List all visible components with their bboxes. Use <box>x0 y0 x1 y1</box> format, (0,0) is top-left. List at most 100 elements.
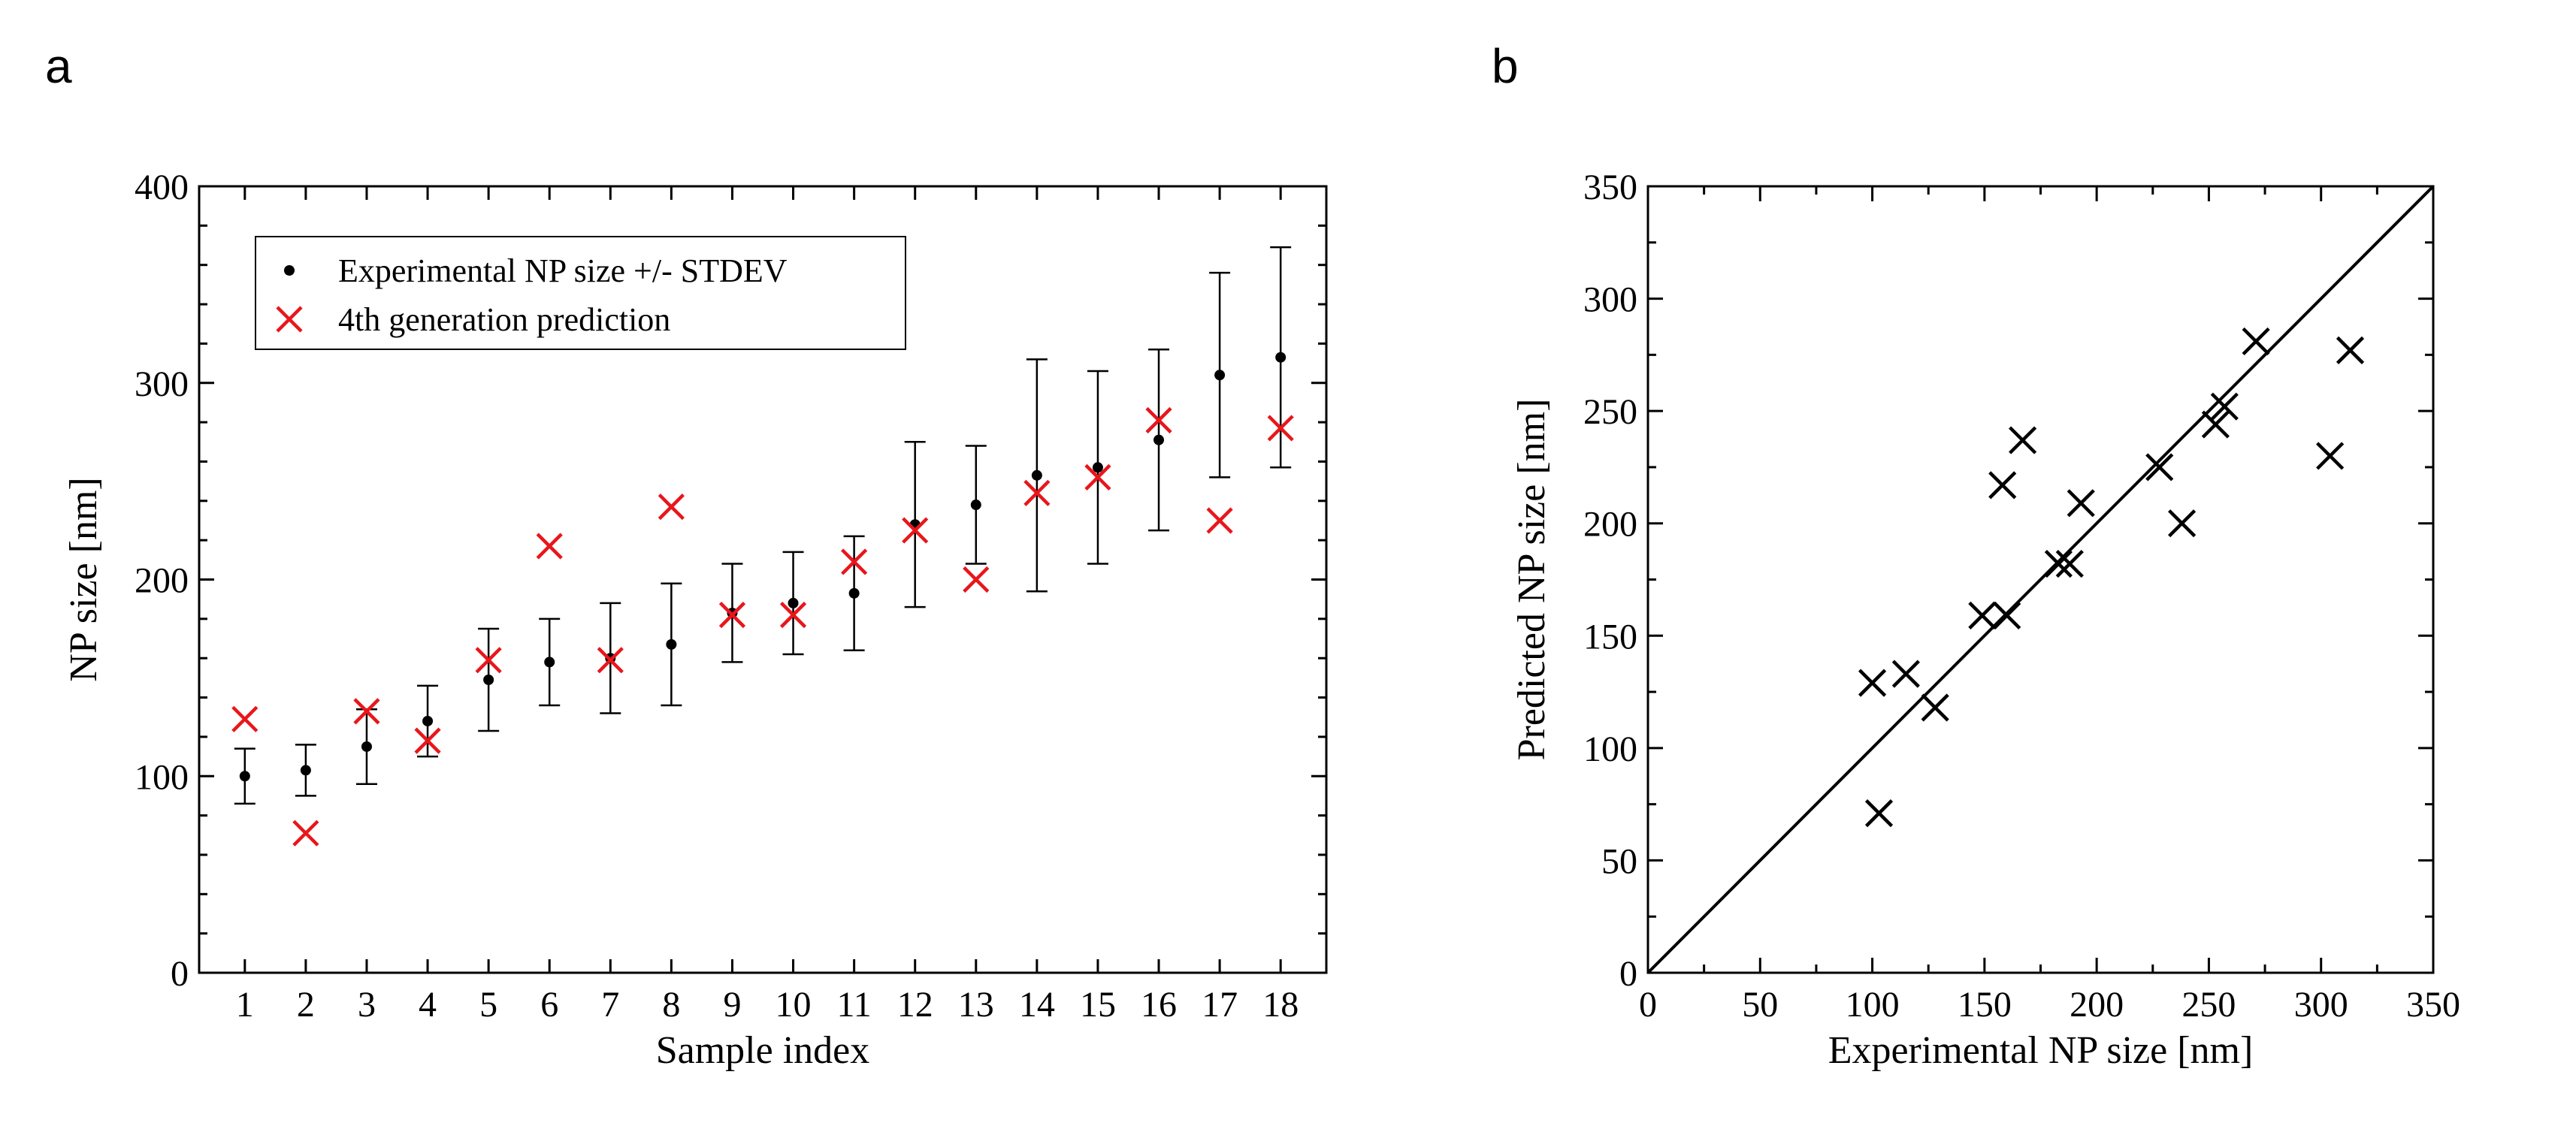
chart-a-legend-x-marker <box>276 306 303 333</box>
chart-a-x-tick-label: 17 <box>1202 985 1238 1025</box>
chart-b-y-tick-label: 200 <box>1583 505 1637 545</box>
chart-b-y-tick-label: 0 <box>1619 954 1637 994</box>
chart-a-prediction-marker-stroke-2 <box>902 517 929 544</box>
chart-b-data-point <box>2336 336 2365 364</box>
chart-a-y-tick-label: 300 <box>135 364 189 404</box>
chart-a-experimental-point <box>848 587 860 599</box>
chart-b-data-point-stroke-2 <box>2316 442 2345 470</box>
chart-b-data-point <box>1891 660 1920 688</box>
chart-b-data-point <box>1988 471 2017 500</box>
chart-a-legend-label-experimental: Experimental NP size +/- STDEV <box>338 252 788 289</box>
chart-a-x-tick-label: 15 <box>1080 985 1116 1025</box>
chart-a-x-tick-label: 4 <box>419 985 437 1025</box>
chart-b-data-point-stroke-2 <box>1858 669 1887 697</box>
chart-a-experimental-point <box>239 771 250 782</box>
chart-a-legend-x-stroke-2 <box>276 306 303 333</box>
panel-a-letter: a <box>45 39 72 93</box>
chart-b-data-point <box>2145 453 2174 481</box>
chart-b-data-point-stroke-2 <box>2210 392 2239 421</box>
chart-a-x-tick-label: 3 <box>358 985 376 1025</box>
chart-b-y-tick-label: 50 <box>1601 841 1637 881</box>
chart-a-legend-box <box>255 236 906 350</box>
chart-b-data-point-stroke-2 <box>2055 549 2084 578</box>
chart-b-data-point-stroke-2 <box>2145 453 2174 481</box>
chart-a-prediction-marker <box>902 517 929 544</box>
chart-b-series <box>1858 327 2365 828</box>
chart-b-y-tick-label: 300 <box>1583 280 1637 320</box>
chart-a-prediction-marker <box>779 602 807 629</box>
chart-b-data-point <box>1858 669 1887 697</box>
chart-a-y-axis-label: NP size [nm] <box>62 477 105 681</box>
chart-b-y-tick-label: 350 <box>1583 168 1637 207</box>
chart-b-data-point <box>2055 549 2084 578</box>
chart-b-data-point-stroke-2 <box>2168 509 2197 538</box>
chart-a-prediction-marker-stroke-2 <box>353 698 380 725</box>
chart-a-experimental-point <box>1275 352 1286 363</box>
chart-b-identity-line <box>1646 185 2435 974</box>
chart-b-data-point-stroke-2 <box>2201 410 2230 439</box>
chart-a-experimental-point <box>1214 370 1226 381</box>
chart-b-x-axis-label: Experimental NP size [nm] <box>1828 1029 2254 1072</box>
chart-b-data-point <box>1993 601 2021 629</box>
chart-a-x-tick-label: 12 <box>897 985 933 1025</box>
chart-a-prediction-marker <box>414 727 441 754</box>
chart-a-prediction-marker-stroke-2 <box>658 494 685 521</box>
chart-a-x-tick-label: 5 <box>479 985 497 1025</box>
chart-a-prediction-marker <box>231 705 259 732</box>
chart-a-x-tick-label: 13 <box>958 985 994 1025</box>
chart-a-prediction-marker-stroke-2 <box>231 705 259 732</box>
chart-a-legend-x <box>276 306 303 333</box>
chart-b-x-tick-label: 250 <box>2181 985 2236 1025</box>
chart-a-x-tick-label: 8 <box>662 985 680 1025</box>
chart-a-y-tick-label: 400 <box>135 168 189 207</box>
chart-a-y-tick-label: 0 <box>171 954 189 994</box>
chart-a-prediction-marker <box>292 820 319 847</box>
chart-b-y-tick-label: 150 <box>1583 617 1637 657</box>
chart-a-prediction-marker <box>475 647 502 674</box>
chart-a-x-tick-label: 7 <box>601 985 619 1025</box>
chart-b-data-point-stroke-2 <box>1993 601 2021 629</box>
chart-a-experimental-point <box>361 741 372 752</box>
chart-b-data-point-stroke-2 <box>2067 489 2095 518</box>
chart-b-data-point <box>2242 327 2270 355</box>
chart-a-prediction-marker-stroke-2 <box>1267 415 1294 442</box>
chart-a-prediction-marker-stroke-2 <box>1206 507 1233 534</box>
chart-a-prediction-marker <box>536 533 563 560</box>
chart-b-data-point-stroke-2 <box>1921 693 1949 722</box>
chart-a-x-tick-label: 14 <box>1019 985 1055 1025</box>
chart-b-data-point <box>2067 489 2095 518</box>
chart-b-data-point-stroke-2 <box>2044 549 2073 578</box>
chart-b-data-point-stroke-2 <box>2336 336 2365 364</box>
chart-b-data-point-stroke-2 <box>1988 471 2017 500</box>
chart-a-prediction-marker <box>597 647 624 674</box>
chart-b-data-point-stroke-2 <box>2242 327 2270 355</box>
chart-a: 1 2 3 4 5 6 7 8 9 10 11 12 13 14 15 16 17 180100200300400… <box>62 168 1328 1072</box>
chart-b-y-tick-label: 250 <box>1583 392 1637 432</box>
chart-b-x-tick-label: 350 <box>2406 985 2460 1025</box>
chart-a-x-tick-label: 1 <box>236 985 254 1025</box>
chart-b-x-tick-label: 150 <box>1958 985 2012 1025</box>
chart-b-data-point <box>2201 410 2230 439</box>
chart-b-data-point <box>2316 442 2345 470</box>
chart-a-x-tick-label: 2 <box>297 985 315 1025</box>
chart-a-prediction-marker <box>963 566 990 593</box>
chart-b: 0 50 100 150 200 250 300 350 0 50 100 150 200 250 300 3… <box>1510 168 2460 1072</box>
chart-a-experimental-point <box>666 638 677 650</box>
chart-a-prediction-marker <box>1023 479 1051 506</box>
chart-a-prediction-marker-stroke-2 <box>597 647 624 674</box>
chart-a-x-tick-label: 11 <box>837 985 872 1025</box>
chart-b-data-point-stroke-2 <box>2009 426 2037 454</box>
chart-a-prediction-marker-stroke-2 <box>1023 479 1051 506</box>
chart-a-prediction-marker <box>658 494 685 521</box>
chart-b-data-point <box>1968 601 1997 629</box>
chart-a-experimental-point <box>422 715 434 726</box>
chart-b-data-point <box>2210 392 2239 421</box>
chart-b-y-axis-label: Predicted NP size [nm] <box>1510 399 1553 761</box>
chart-a-prediction-marker-stroke-2 <box>292 820 319 847</box>
chart-a-prediction-marker <box>1084 463 1111 491</box>
chart-a-y-tick-label: 200 <box>135 561 189 601</box>
chart-b-ticks: 0 50 100 150 200 250 300 350 0 50 100 150 200 250 300 3… <box>1583 168 2460 1025</box>
chart-a-prediction-marker-stroke-2 <box>963 566 990 593</box>
chart-a-legend: Experimental NP size +/- STDEV 4th gener… <box>255 236 906 350</box>
